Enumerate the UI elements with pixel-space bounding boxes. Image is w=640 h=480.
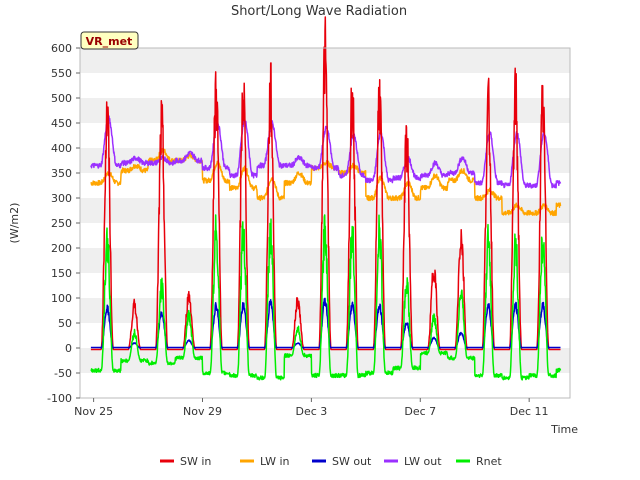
legend-item-lw-in: LW in <box>240 455 290 468</box>
y-tick-label: 500 <box>51 92 72 105</box>
legend: SW in LW in SW out LW out Rnet <box>160 455 502 468</box>
legend-label: SW out <box>332 455 372 468</box>
y-tick-label: 350 <box>51 167 72 180</box>
y-axis: -100 -50 0 50 100 150 200 250 300 350 400 450 500 550… <box>47 42 80 405</box>
series-line-rnet <box>90 214 562 381</box>
y-tick-label: 550 <box>51 67 72 80</box>
y-tick-label: 600 <box>51 42 72 55</box>
x-tick-label: Nov 25 <box>74 405 113 418</box>
series-line-sw-in <box>90 16 561 351</box>
grid-band <box>80 348 570 373</box>
legend-label: SW in <box>180 455 211 468</box>
x-tick-label: Dec 7 <box>404 405 436 418</box>
y-tick-label: 50 <box>58 317 72 330</box>
chart-title: Short/Long Wave Radiation <box>231 4 407 19</box>
legend-item-rnet: Rnet <box>456 455 502 468</box>
x-tick-label: Dec 3 <box>295 405 327 418</box>
station-tag: VR_met <box>80 31 139 50</box>
y-axis-label: (W/m2) <box>8 203 21 244</box>
legend-label: LW in <box>260 455 290 468</box>
series-line-lw-in <box>90 147 562 217</box>
legend-item-lw-out: LW out <box>384 455 442 468</box>
legend-item-sw-in: SW in <box>160 455 211 468</box>
x-tick-label: Nov 29 <box>183 405 222 418</box>
x-axis: Nov 25 Nov 29 Dec 3 Dec 7 Dec 11 <box>74 398 549 418</box>
x-tick-label: Dec 11 <box>510 405 549 418</box>
legend-item-sw-out: SW out <box>312 455 372 468</box>
y-tick-label: 250 <box>51 217 72 230</box>
series-lines <box>90 16 562 381</box>
y-tick-label: -100 <box>47 392 72 405</box>
station-tag-box <box>80 31 139 50</box>
y-tick-label: 300 <box>51 192 72 205</box>
y-tick-label: 150 <box>51 267 72 280</box>
series-line-lw-out <box>90 115 562 189</box>
y-tick-label: 100 <box>51 292 72 305</box>
grid-band <box>80 98 570 123</box>
y-tick-label: 400 <box>51 142 72 155</box>
y-tick-label: 450 <box>51 117 72 130</box>
legend-label: Rnet <box>476 455 502 468</box>
legend-label: LW out <box>404 455 442 468</box>
y-tick-label: 200 <box>51 242 72 255</box>
y-tick-label: 0 <box>65 342 72 355</box>
station-tag-label: VR_met <box>86 35 133 48</box>
x-axis-label: Time <box>550 423 578 436</box>
y-tick-label: -50 <box>54 367 72 380</box>
series-line-sw-out <box>90 297 561 349</box>
